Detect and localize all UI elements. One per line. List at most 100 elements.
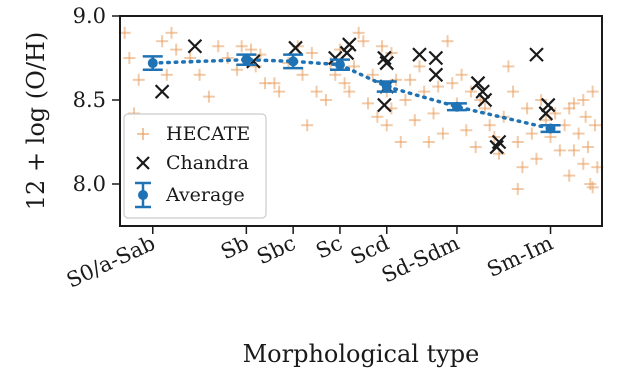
hecate-point	[567, 144, 580, 157]
hecate-point	[310, 85, 323, 98]
chandra-point	[187, 38, 203, 54]
hecate-point	[549, 107, 562, 120]
chandra-point	[339, 45, 355, 61]
hecate-point	[390, 73, 403, 86]
chandra-point	[540, 97, 556, 113]
hecate-point	[479, 102, 492, 115]
average-point	[142, 55, 163, 72]
y-tick-label: 8.0	[73, 172, 106, 196]
legend-label: HECATE	[166, 123, 250, 145]
chandra-point	[154, 84, 170, 99]
hecate-point	[165, 26, 178, 39]
hecate-point	[579, 110, 592, 123]
hecate-point	[563, 102, 576, 115]
hecate-point	[516, 161, 529, 174]
chandra-point	[428, 67, 444, 83]
x-tick-label: S0/a-Sab	[63, 231, 159, 293]
hecate-point	[436, 127, 449, 140]
average-point	[329, 58, 350, 72]
hecate-point	[511, 183, 524, 196]
hecate-point	[366, 68, 379, 81]
chandra-point	[377, 97, 392, 113]
x-axis-label: Morphological type	[243, 340, 480, 368]
chandra-point	[428, 50, 444, 66]
data-layer	[118, 26, 604, 196]
hecate-point	[427, 107, 440, 120]
hecate-point	[343, 85, 356, 98]
legend-marker-hecate	[137, 128, 149, 140]
hecate-point	[404, 73, 417, 86]
chandra-point	[489, 139, 504, 155]
legend: HECATE Chandra Average	[123, 113, 267, 219]
average-point	[446, 101, 467, 112]
hecate-point	[160, 68, 173, 81]
hecate-point	[338, 77, 351, 90]
hecate-point	[376, 40, 389, 53]
hecate-point	[558, 119, 571, 132]
hecate-point	[170, 43, 183, 56]
hecate-point	[588, 119, 601, 132]
hecate-point	[525, 127, 538, 140]
hecate-point	[577, 94, 590, 106]
chandra-point	[475, 84, 490, 99]
chandra-point	[288, 40, 303, 56]
hecate-point	[441, 35, 454, 48]
hecate-point	[123, 52, 136, 64]
hecate-point	[464, 85, 477, 98]
y-axis-label: 12 + log (O/H)	[22, 32, 50, 210]
hecate-point	[521, 102, 534, 115]
hecate-point	[577, 157, 590, 170]
hecate-point	[432, 80, 445, 93]
hecate-point	[394, 136, 407, 148]
average-point	[236, 53, 257, 66]
x-tick-label: Sb	[217, 231, 252, 265]
y-tick-label: 9.0	[73, 4, 106, 28]
hecate-point	[511, 136, 524, 148]
hecate-point	[305, 46, 318, 59]
hecate-point	[553, 144, 566, 157]
chandra-point	[470, 75, 486, 91]
hecate-point	[399, 94, 412, 106]
hecate-point	[460, 124, 473, 137]
hecate-point	[469, 141, 482, 154]
hecate-point	[357, 35, 370, 48]
y-axis: 8.0 8.5 9.0	[73, 4, 120, 196]
legend-box	[123, 113, 267, 219]
chandra-point	[377, 50, 392, 66]
hecate-point	[254, 48, 267, 61]
legend-marker-chandra	[136, 156, 150, 170]
legend-label: Chandra	[166, 152, 249, 174]
hecate-point	[352, 26, 365, 39]
chandra-point	[491, 134, 507, 150]
hecate-point	[202, 90, 215, 103]
hecate-point	[235, 40, 248, 53]
hecate-point	[371, 110, 384, 123]
average-point	[540, 123, 561, 134]
hecate-point	[563, 169, 576, 182]
hecate-point	[446, 77, 459, 90]
plot-frame	[119, 15, 603, 227]
chandra-point	[477, 92, 493, 108]
hecate-point	[221, 52, 234, 64]
hecate-point	[132, 73, 145, 86]
chandra-point	[379, 55, 395, 71]
x-tick-label: Sm-Im	[483, 231, 556, 282]
hecate-point	[586, 181, 599, 194]
hecate-point	[530, 152, 543, 165]
hecate-point	[581, 141, 594, 154]
chandra-point	[342, 37, 357, 52]
hecate-point	[535, 94, 548, 106]
hecate-point	[273, 85, 286, 98]
hecate-point	[212, 40, 225, 53]
hecate-point	[586, 85, 599, 98]
hecate-point	[156, 35, 169, 48]
hecate-point	[422, 136, 435, 148]
hecate-point	[572, 127, 585, 140]
hecate-point	[362, 97, 375, 110]
chandra-point	[529, 47, 544, 62]
chandra-point	[538, 106, 554, 121]
x-tick-label: Sbc	[253, 231, 299, 269]
hecate-point	[319, 94, 332, 106]
hecate-point	[455, 68, 468, 81]
